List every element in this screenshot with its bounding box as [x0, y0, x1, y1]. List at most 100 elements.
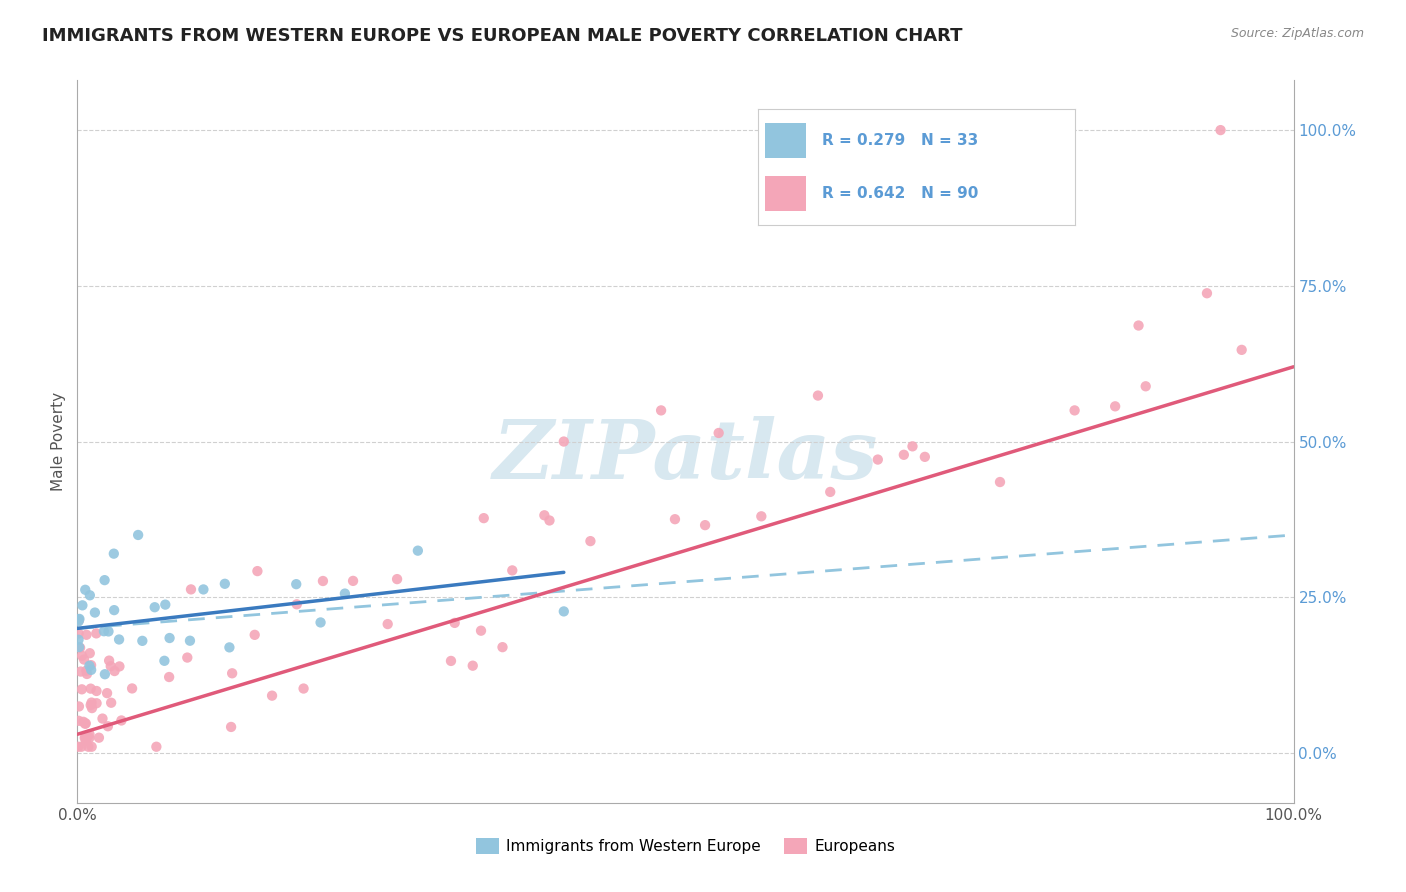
Point: [443, 615, 465, 630]
Point: [285, 577, 308, 591]
Point: [75, 734, 97, 748]
Point: [818, 484, 841, 499]
Point: [77, 729, 100, 743]
Point: [108, 659, 131, 673]
Point: [153, 654, 176, 668]
Point: [97, 719, 120, 733]
Point: [155, 598, 177, 612]
Point: [377, 617, 399, 632]
Point: [70, 682, 93, 697]
Point: [246, 564, 269, 578]
Point: [1135, 379, 1157, 393]
Point: [1128, 318, 1150, 333]
Point: [333, 586, 356, 600]
Point: [180, 582, 202, 597]
Point: [67, 640, 90, 654]
Point: [79, 681, 101, 696]
Point: [470, 624, 492, 638]
Text: IMMIGRANTS FROM WESTERN EUROPE VS EUROPEAN MALE POVERTY CORRELATION CHART: IMMIGRANTS FROM WESTERN EUROPE VS EUROPE…: [42, 27, 963, 45]
Point: [70, 739, 93, 754]
Point: [84, 626, 107, 640]
Point: [69, 665, 91, 679]
Point: [72, 714, 94, 729]
Point: [100, 659, 122, 673]
Legend: Immigrants from Western Europe, Europeans: Immigrants from Western Europe, European…: [470, 832, 901, 860]
Point: [77, 739, 100, 754]
Point: [501, 563, 523, 577]
Point: [79, 658, 101, 673]
Point: [69, 640, 91, 655]
Point: [108, 632, 131, 647]
Point: [70, 648, 93, 663]
Point: [110, 714, 132, 728]
Point: [79, 646, 101, 660]
Point: [579, 534, 602, 549]
Point: [914, 450, 936, 464]
Point: [260, 689, 283, 703]
Point: [93, 624, 115, 639]
Point: [86, 684, 108, 698]
Point: [214, 576, 236, 591]
Point: [77, 731, 100, 746]
Point: [103, 547, 125, 561]
Point: [901, 439, 924, 453]
Point: [538, 513, 561, 527]
Point: [440, 654, 463, 668]
Point: [67, 612, 90, 626]
Point: [218, 640, 240, 655]
Point: [67, 626, 90, 640]
Point: [80, 658, 103, 673]
Point: [219, 720, 242, 734]
Point: [664, 512, 686, 526]
Point: [100, 696, 122, 710]
Point: [67, 615, 90, 629]
Point: [80, 663, 103, 677]
Point: [285, 597, 308, 611]
Point: [1230, 343, 1253, 357]
Point: [73, 652, 96, 666]
Point: [491, 640, 513, 655]
Text: ZIPatlas: ZIPatlas: [492, 416, 879, 496]
Point: [67, 714, 90, 728]
Point: [67, 613, 90, 627]
Point: [807, 388, 830, 402]
Point: [87, 731, 110, 745]
Point: [176, 650, 198, 665]
Point: [707, 425, 730, 440]
Point: [80, 701, 103, 715]
Point: [98, 654, 121, 668]
Point: [67, 699, 90, 714]
Point: [75, 716, 97, 731]
Point: [179, 633, 201, 648]
Point: [67, 739, 90, 754]
Point: [97, 624, 120, 639]
Point: [75, 582, 97, 597]
Point: [75, 716, 97, 731]
Y-axis label: Male Poverty: Male Poverty: [51, 392, 66, 491]
Point: [1195, 286, 1218, 301]
Point: [553, 434, 575, 449]
Point: [80, 696, 103, 710]
Point: [193, 582, 215, 597]
Point: [472, 511, 495, 525]
Point: [292, 681, 315, 696]
Point: [385, 572, 408, 586]
Point: [749, 509, 772, 524]
Point: [693, 518, 716, 533]
Point: [342, 574, 364, 588]
Point: [243, 628, 266, 642]
Point: [221, 666, 243, 681]
Point: [157, 670, 180, 684]
Point: [72, 599, 94, 613]
Point: [406, 543, 429, 558]
Point: [91, 712, 114, 726]
Point: [650, 403, 672, 417]
Point: [75, 628, 97, 642]
Point: [75, 664, 97, 678]
Point: [533, 508, 555, 523]
Point: [553, 604, 575, 618]
Point: [145, 739, 167, 754]
Point: [83, 606, 105, 620]
Point: [461, 658, 484, 673]
Point: [67, 632, 90, 647]
